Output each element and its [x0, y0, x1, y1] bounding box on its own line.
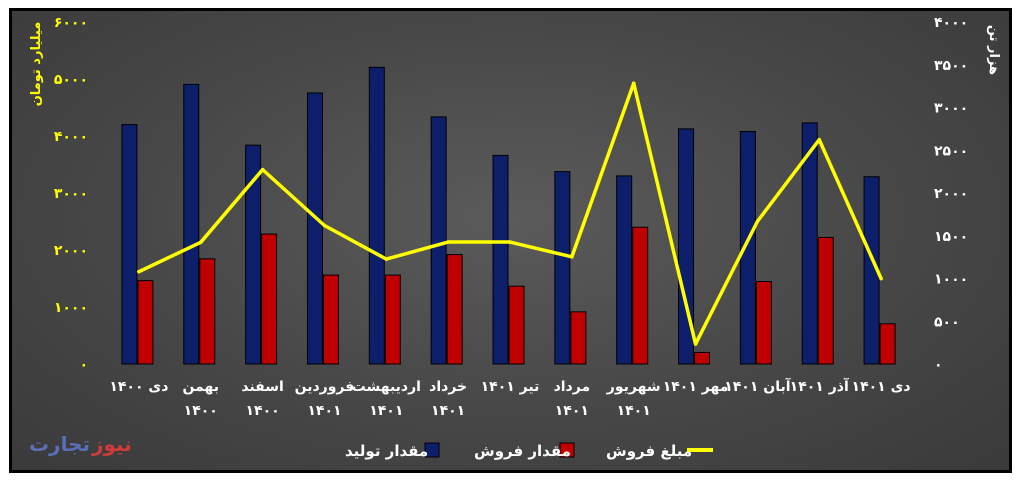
right-axis: ۰ ۵۰۰ ۱۰۰۰ ۱۵۰۰ ۲۰۰۰ ۲۵۰۰ ۳۰۰۰ ۳۵۰۰ ۴۰۰۰ — [934, 15, 968, 373]
line-point — [384, 257, 389, 261]
bar-production — [183, 83, 200, 365]
category-label: اسفند — [241, 379, 283, 395]
category-label: دی ۱۴۰۰ — [109, 379, 168, 395]
bar-sales-quantity — [199, 258, 216, 365]
bar-sales-quantity — [694, 351, 711, 365]
legend-swatch-production — [424, 442, 440, 458]
left-tick-label: ۱۰۰۰ — [54, 300, 88, 316]
right-tick-label: ۵۰۰ — [934, 314, 960, 330]
line-series-group — [137, 81, 883, 346]
line-point — [260, 167, 265, 172]
category-label: مهر ۱۴۰۱ — [663, 379, 729, 395]
left-axis: ۰ ۱۰۰۰ ۲۰۰۰ ۳۰۰۰ ۴۰۰۰ ۵۰۰۰ ۶۰۰۰ — [54, 15, 88, 373]
category-label: بهمن — [183, 379, 219, 395]
logo-text-accent: نیوز — [91, 432, 132, 456]
bar-sales-quantity — [384, 274, 401, 365]
right-tick-label: ۰ — [934, 357, 943, 373]
bar-production — [801, 122, 818, 365]
line-point — [879, 276, 883, 281]
category-label: ۱۴۰۱ — [555, 403, 589, 419]
right-tick-label: ۱۰۰۰ — [934, 272, 968, 288]
category-label: ۱۴۰۱ — [617, 403, 651, 419]
right-tick-label: ۳۰۰۰ — [934, 101, 968, 117]
left-tick-label: ۳۰۰۰ — [54, 186, 88, 202]
bar-production — [554, 171, 571, 365]
bar-sales-quantity — [879, 323, 896, 365]
line-point — [693, 342, 698, 346]
category-labels: دی ۱۴۰۰ بهمن ۱۴۰۰ اسفند ۱۴۰۰ فروردین ۱۴۰۱ اردیب… — [109, 377, 910, 419]
right-tick-label: ۲۰۰۰ — [934, 186, 968, 202]
bar-sales-quantity — [137, 280, 154, 365]
right-axis-label: هزار تن — [986, 25, 1001, 75]
category-label: شهریور — [606, 379, 661, 395]
bar-production — [616, 175, 633, 365]
line-point — [508, 240, 512, 244]
left-tick-label: ۵۰۰۰ — [54, 72, 88, 88]
line-point — [322, 223, 327, 228]
bar-production — [121, 124, 138, 365]
legend-label-sales-quantity: مقدار فروش — [474, 442, 571, 460]
right-tick-label: ۲۵۰۰ — [934, 143, 968, 159]
category-label: ۱۴۰۱ — [431, 403, 465, 419]
line-point — [570, 255, 574, 259]
bar-production — [430, 116, 447, 365]
line-point — [755, 219, 760, 224]
line-point — [446, 240, 450, 244]
category-label: مرداد — [554, 379, 591, 395]
brand-logo: تجارت نیوز — [29, 432, 132, 456]
category-label: ۱۴۰۱ — [307, 403, 341, 419]
line-point — [198, 240, 203, 245]
bar-sales-quantity — [632, 226, 649, 365]
legend: مقدار تولید مقدار فروش مبلغ فروش — [345, 442, 713, 460]
bar-production — [368, 66, 385, 365]
bar-sales-quantity — [755, 280, 772, 365]
legend-label-sales-amount: مبلغ فروش — [606, 442, 692, 460]
bar-production — [492, 154, 509, 365]
logo-text-secondary: تجارت — [29, 432, 90, 456]
category-label: دی ۱۴۰۱ — [852, 379, 911, 395]
category-label: خرداد — [429, 379, 467, 395]
left-tick-label: ۴۰۰۰ — [54, 129, 88, 145]
bar-production — [306, 92, 323, 365]
bar-sales-quantity — [570, 311, 587, 365]
bar-sales-quantity — [322, 274, 339, 365]
category-label: آذر ۱۴۰۱ — [790, 377, 850, 395]
right-tick-label: ۴۰۰۰ — [934, 15, 968, 31]
bar-production — [739, 130, 756, 365]
line-point — [631, 81, 636, 86]
left-tick-label: ۰ — [79, 357, 88, 373]
legend-label-production: مقدار تولید — [345, 442, 428, 460]
category-label: ۱۴۰۰ — [246, 403, 280, 419]
left-tick-label: ۶۰۰۰ — [54, 15, 88, 31]
category-label: آبان ۱۴۰۱ — [724, 377, 792, 395]
legend-swatch-sales-quantity — [559, 442, 575, 458]
category-label: فروردین — [295, 379, 355, 395]
category-label: اردیبهشت — [352, 379, 421, 395]
line-point — [817, 137, 822, 142]
left-tick-label: ۲۰۰۰ — [54, 243, 88, 259]
bar-sales-quantity — [446, 254, 463, 365]
bar-sales-quantity — [261, 233, 278, 365]
right-tick-label: ۳۵۰۰ — [934, 58, 968, 74]
bar-sales-quantity — [817, 236, 834, 365]
left-axis-label: میلیارد تومان — [29, 22, 44, 107]
category-label: ۱۴۰۰ — [184, 403, 218, 419]
category-label: تیر ۱۴۰۱ — [481, 379, 540, 395]
bar-production — [678, 128, 695, 365]
category-label: ۱۴۰۱ — [369, 403, 403, 419]
bar-series-group — [121, 66, 896, 365]
right-tick-label: ۱۵۰۰ — [934, 229, 968, 245]
bar-sales-quantity — [508, 285, 525, 365]
line-point — [137, 269, 141, 274]
bar-production — [245, 144, 262, 365]
